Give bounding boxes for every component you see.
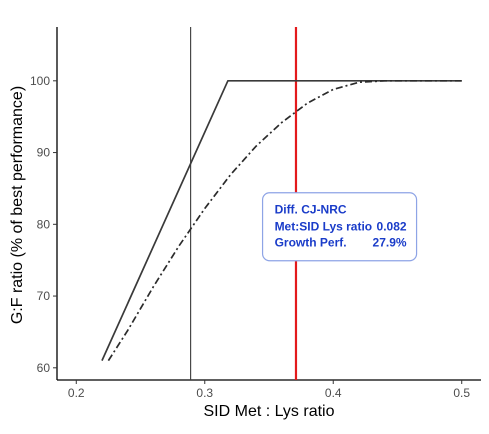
y-tick-label: 100 xyxy=(30,74,50,88)
x-tick-label: 0.2 xyxy=(68,386,85,400)
annotation-growth-value: 27.9% xyxy=(373,236,407,250)
y-tick-label: 80 xyxy=(37,217,51,231)
series-lines xyxy=(101,79,462,362)
dashdot-series-line xyxy=(107,79,462,362)
annotation-ratio-value: 0.082 xyxy=(377,220,407,234)
x-tick-label: 0.5 xyxy=(453,386,470,400)
annotation-growth-label: Growth Perf. xyxy=(275,236,347,250)
annotation-title: Diff. CJ-NRC xyxy=(275,203,347,217)
annotation-frame xyxy=(261,192,418,262)
x-tick-label: 0.4 xyxy=(325,386,342,400)
x-axis-ticks: 0.2 0.3 0.4 0.5 xyxy=(68,380,470,400)
y-axis-ticks: 60 70 80 90 100 xyxy=(30,74,57,375)
y-tick-label: 90 xyxy=(37,146,51,160)
annotation-ratio-label: Met:SID Lys ratio xyxy=(275,220,373,234)
x-tick-label: 0.3 xyxy=(196,386,213,400)
annotation-box: Diff. CJ-NRC Met:SID Lys ratio 0.082 Gro… xyxy=(261,192,418,262)
y-tick-label: 70 xyxy=(37,289,51,303)
y-axis-title: G:F ratio (% of best performance) xyxy=(9,86,26,324)
y-tick-label: 60 xyxy=(37,361,51,375)
x-axis-title: SID Met : Lys ratio xyxy=(204,403,335,420)
